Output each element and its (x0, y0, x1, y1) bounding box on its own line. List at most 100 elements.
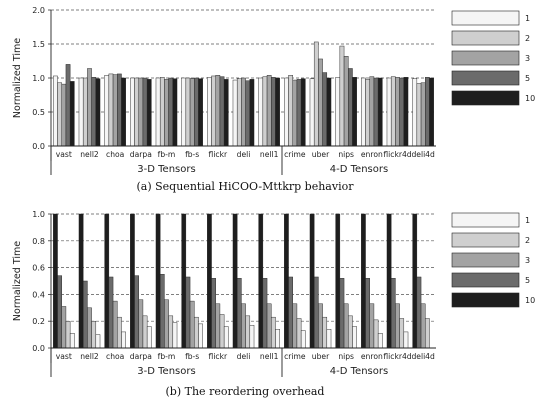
bar-flickr-series-3 (215, 303, 221, 349)
x-tick-label: nell2 (80, 150, 99, 159)
bar-deli4d-series-5 (425, 77, 430, 147)
x-tick-label: crime (284, 352, 306, 361)
legend-label-3: 3 (525, 256, 530, 265)
x-tick-label: nips (338, 352, 354, 361)
bar-vast-series-5 (65, 64, 71, 147)
bar-darpa-series-5 (134, 275, 139, 349)
legend-label-3: 3 (525, 54, 530, 63)
bar-nips-series-1 (352, 326, 357, 349)
x-tick-label: uber (312, 150, 330, 159)
bar-vast-series-2 (65, 320, 71, 349)
bar-nell1-series-2 (271, 316, 276, 349)
bar-fb-s-series-1 (181, 77, 187, 147)
bar-deli4d-series-1 (412, 78, 418, 147)
y-tick-label: 2.0 (32, 6, 45, 15)
bar-flickr-series-2 (219, 314, 225, 349)
bar-fb-s-series-1 (198, 323, 203, 349)
x-tick-label: nell2 (80, 352, 99, 361)
x-tick-label: fb-s (185, 150, 199, 159)
bar-flickr-series-10 (207, 213, 212, 349)
bar-flickr4d-series-5 (399, 77, 405, 147)
y-tick-label: 1.0 (32, 74, 45, 83)
x-tick-label: vast (56, 150, 72, 159)
bar-deli4d-series-5 (416, 276, 422, 349)
bar-fb-m-series-1 (155, 77, 161, 147)
bar-fb-m-series-3 (164, 299, 169, 349)
x-tick-label: uber (312, 352, 330, 361)
x-tick-label: fb-m (158, 150, 176, 159)
bar-crime-series-10 (284, 213, 289, 349)
bar-fb-m-series-3 (164, 79, 169, 147)
x-tick-label: flickr (209, 150, 228, 159)
y-tick-label: 0.2 (32, 317, 45, 326)
bar-choa-series-3 (112, 74, 118, 147)
bar-uber-series-3 (318, 58, 323, 147)
bar-flickr-series-1 (207, 77, 212, 147)
x-tick-label: flickr (209, 352, 228, 361)
bar-fb-s-series-5 (185, 276, 191, 349)
bar-fb-m-series-1 (172, 322, 178, 349)
bar-crime-series-1 (300, 330, 306, 349)
legend-label-1: 1 (525, 216, 530, 225)
x-tick-label: darpa (130, 352, 152, 361)
legend-label-5: 5 (525, 74, 530, 83)
x-tick-label: flickr4d (383, 150, 411, 159)
bar-vast-series-1 (53, 75, 58, 147)
bar-flickr-series-5 (211, 278, 216, 349)
bar-vast-series-5 (57, 275, 62, 349)
bar-nell2-series-2 (82, 77, 88, 147)
bar-enron-series-10 (377, 77, 383, 147)
bar-fb-s-series-10 (198, 78, 203, 147)
y-tick-label: 0.5 (32, 108, 45, 117)
legend-swatch-1 (451, 10, 520, 26)
bar-flickr-series-10 (223, 79, 229, 147)
bar-nell2-series-2 (91, 320, 97, 349)
bar-deli-series-3 (241, 77, 246, 147)
legend-label-10: 10 (525, 94, 535, 103)
x-tick-label: fb-s (185, 352, 199, 361)
x-tick-label: choa (106, 352, 124, 361)
legend-swatch-5 (451, 70, 520, 86)
bar-crime-series-2 (296, 318, 302, 349)
bar-fb-m-series-5 (168, 77, 174, 147)
bar-nell2-series-3 (87, 68, 92, 147)
caption-b: (b) The reordering overhead (166, 385, 325, 398)
legend-swatch-10 (451, 90, 520, 106)
x-tick-label: crime (284, 150, 306, 159)
legend-label-2: 2 (525, 236, 530, 245)
bar-fb-s-series-3 (189, 78, 195, 147)
bar-nell1-series-10 (258, 213, 264, 349)
bar-nips-series-5 (339, 278, 345, 349)
x-tick-label: nips (338, 150, 354, 159)
bar-uber-series-2 (313, 41, 319, 147)
legend-label-2: 2 (525, 34, 530, 43)
bar-deli-series-5 (245, 80, 251, 147)
bar-crime-series-10 (300, 78, 306, 147)
bar-nell2-series-3 (87, 307, 92, 349)
bar-crime-series-3 (292, 79, 298, 147)
bar-darpa-series-10 (146, 79, 152, 147)
y-tick-label: 1.0 (32, 210, 45, 219)
bar-deli4d-series-3 (420, 82, 426, 147)
legend-a: 1 2 3 5 10 (451, 10, 535, 106)
bar-nell2-series-1 (95, 334, 101, 349)
bar-choa-series-1 (121, 331, 126, 349)
bar-darpa-series-10 (130, 213, 135, 349)
bar-enron-series-2 (373, 319, 379, 349)
bar-fb-m-series-2 (168, 315, 174, 349)
bar-deli-series-2 (245, 315, 251, 349)
bar-fb-s-series-2 (194, 316, 199, 349)
bar-vast-series-1 (69, 333, 75, 349)
bar-fb-s-series-10 (181, 213, 187, 349)
legend-label-5: 5 (525, 276, 530, 285)
bar-flickr4d-series-10 (403, 77, 409, 147)
bar-nips-series-1 (335, 77, 341, 147)
bar-flickr-series-5 (219, 76, 225, 147)
bar-choa-series-1 (104, 75, 110, 147)
bar-enron-series-2 (365, 79, 370, 147)
bar-nell2-series-5 (82, 280, 88, 349)
bar-fb-m-series-5 (159, 274, 165, 349)
bar-deli-series-2 (236, 78, 242, 147)
bar-flickr4d-series-1 (403, 331, 409, 349)
